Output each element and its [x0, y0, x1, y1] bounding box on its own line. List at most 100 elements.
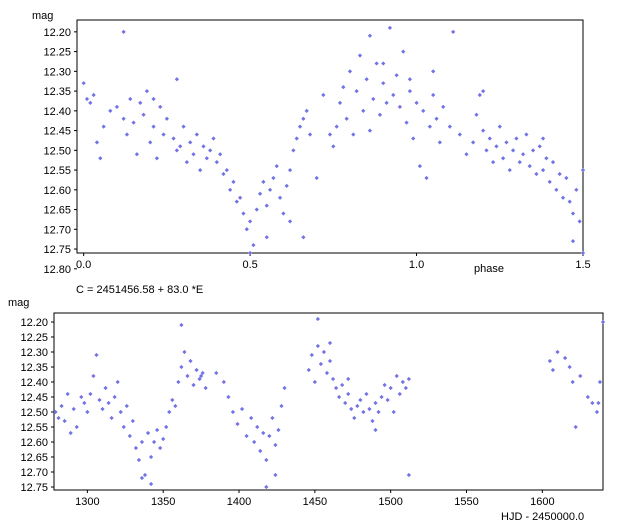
data-point: [182, 349, 187, 355]
data-point: [264, 203, 269, 208]
data-point: [167, 409, 172, 415]
data-point: [287, 167, 293, 173]
data-point: [373, 400, 378, 406]
data-point: [331, 144, 336, 149]
data-point: [91, 92, 96, 98]
y-tick-label: 12.65: [43, 205, 71, 217]
data-point: [349, 406, 354, 412]
x-tick-label: 1300: [75, 496, 99, 508]
data-point: [355, 403, 360, 409]
ephemeris-annotation: C = 2451456.58 + 83.0 *E: [76, 284, 203, 296]
data-point: [343, 400, 348, 406]
data-point: [164, 116, 170, 121]
data-point: [388, 385, 393, 391]
data-point: [385, 397, 390, 403]
data-point: [597, 379, 603, 385]
data-point: [170, 397, 175, 403]
data-point: [124, 132, 130, 137]
data-point: [567, 364, 572, 370]
data-point: [580, 167, 586, 173]
data-point: [312, 379, 317, 385]
data-point: [554, 187, 559, 192]
data-point: [184, 160, 189, 165]
data-point: [530, 148, 536, 153]
x-tick-label: 1400: [227, 496, 251, 508]
data-point: [181, 124, 186, 129]
x-tick-label: 1.5: [575, 259, 590, 271]
data-point: [158, 445, 163, 451]
data-point: [570, 211, 576, 216]
data-point: [264, 235, 269, 240]
data-point: [194, 132, 199, 137]
data-point: [306, 367, 311, 373]
data-point: [520, 152, 526, 157]
data-point: [594, 409, 600, 415]
y-tick-label: 12.75: [43, 244, 71, 256]
y-tick-label: 12.60: [43, 185, 71, 197]
data-point: [174, 77, 179, 82]
data-point: [321, 349, 327, 355]
data-point: [114, 104, 120, 110]
data-point: [284, 183, 289, 188]
time-chart-xlabel: HJD - 2450000.0: [501, 511, 584, 523]
data-point: [336, 394, 342, 400]
data-point: [504, 140, 509, 145]
data-point: [327, 132, 333, 137]
data-point: [544, 156, 549, 161]
data-point: [417, 163, 423, 169]
data-point: [382, 382, 387, 388]
x-tick-label: 1350: [151, 496, 175, 508]
data-point: [234, 199, 239, 204]
data-point: [151, 96, 156, 102]
data-point: [134, 152, 140, 157]
time-chart-y-ticks: 12.20 12.25 12.30 12.35 12.40 12.45 12.50 12.55…: [20, 317, 54, 494]
data-point: [158, 104, 163, 110]
data-point: [550, 160, 556, 165]
data-point: [257, 191, 263, 196]
data-point: [231, 179, 236, 185]
data-point: [411, 136, 416, 141]
phase-chart: mag 12.2012.2512.3012.3512.4012.4512.501…: [32, 10, 591, 296]
data-point: [164, 424, 169, 430]
data-point: [174, 148, 179, 153]
data-point: [318, 361, 324, 367]
data-point: [127, 433, 132, 439]
data-point: [191, 152, 196, 157]
data-point: [600, 319, 606, 325]
y-tick-label: 12.40: [20, 377, 48, 389]
data-point: [161, 436, 166, 442]
data-point: [391, 409, 396, 415]
phase-chart-ylabel: mag: [32, 10, 53, 22]
data-point: [271, 175, 276, 181]
data-point: [98, 156, 103, 161]
data-point: [596, 400, 601, 406]
x-tick-label: 1.0: [409, 259, 424, 271]
data-point: [188, 140, 193, 145]
data-point: [437, 140, 442, 145]
data-point: [376, 409, 381, 415]
data-point: [547, 179, 552, 185]
data-point: [294, 136, 299, 141]
data-point: [133, 445, 139, 451]
data-point: [330, 376, 336, 382]
data-point: [179, 364, 184, 370]
data-point: [510, 148, 516, 153]
data-point: [457, 132, 462, 137]
data-point: [273, 472, 278, 478]
data-point: [197, 376, 202, 382]
data-point: [464, 152, 469, 157]
x-tick-label: 1450: [303, 496, 327, 508]
data-point: [346, 391, 351, 397]
data-point: [309, 352, 314, 358]
data-point: [270, 415, 275, 421]
data-point: [241, 211, 246, 216]
data-point: [580, 250, 586, 256]
data-point: [108, 108, 113, 113]
data-point: [367, 406, 372, 412]
data-point: [406, 472, 411, 478]
data-point: [121, 29, 126, 34]
data-point: [562, 355, 568, 361]
data-point: [198, 167, 203, 173]
data-point: [244, 227, 249, 232]
